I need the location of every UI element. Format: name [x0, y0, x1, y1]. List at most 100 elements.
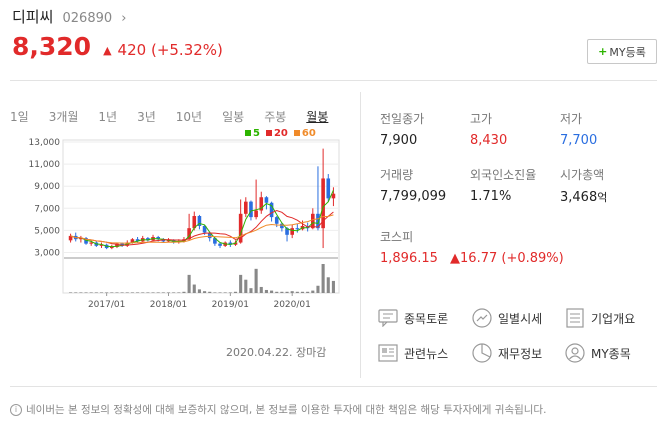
y-tick-label: 7,000: [34, 204, 60, 214]
volume-bar: [74, 292, 78, 293]
tab-2[interactable]: 1년: [98, 110, 118, 124]
volume-bar: [321, 264, 325, 293]
volume-bar: [197, 289, 201, 293]
volume-bar: [89, 292, 93, 293]
my-register-button[interactable]: + MY등록: [587, 39, 657, 64]
price-chart[interactable]: 13,000 11,000 9,000 7,000 5,000 3,000 2017/01 2…: [12, 138, 342, 318]
y-tick-label: 3,000: [34, 248, 60, 258]
index-change: 16.77: [460, 251, 498, 266]
legend-swatch: [245, 130, 251, 136]
x-tick-label: 2020/01: [273, 300, 310, 310]
volume-bar: [254, 268, 258, 293]
link-label: 일별시세: [498, 311, 543, 326]
link-discussion[interactable]: 종목토론: [378, 308, 448, 328]
volume-bar: [264, 289, 268, 293]
candle-body: [280, 223, 284, 229]
volume-bar: [306, 291, 310, 293]
stat-low: 저가 7,700: [560, 110, 597, 148]
candle-body: [192, 216, 197, 229]
volume-bar: [182, 291, 186, 293]
link-news[interactable]: 관련뉴스: [378, 343, 448, 363]
candle-body: [249, 201, 253, 218]
tab-3[interactable]: 3년: [137, 110, 156, 124]
change-percent: (+5.32%): [150, 41, 223, 59]
stat-index[interactable]: 코스피 1,896.15 ▲16.77 (+0.89%): [380, 228, 564, 266]
candle-body: [115, 243, 119, 247]
tab-5[interactable]: 일봉: [222, 110, 245, 124]
volume-bar: [125, 292, 129, 293]
y-tick-label: 11,000: [29, 160, 61, 170]
candle-body: [238, 213, 243, 243]
volume-bar: [141, 292, 145, 293]
volume-bar: [187, 274, 191, 293]
volume-bar: [156, 292, 160, 293]
volume-bar: [331, 280, 335, 293]
candle-body: [135, 239, 140, 242]
divider-vertical: [360, 92, 361, 378]
link-label: 종목토론: [404, 311, 449, 326]
candle-body: [274, 217, 279, 224]
divider-bottom: [10, 386, 657, 387]
volume-bar: [228, 292, 232, 293]
x-tick-label: 2018/01: [150, 300, 187, 310]
stock-code: 026890: [62, 11, 113, 26]
candle-body: [110, 246, 114, 249]
volume-bar: [79, 292, 83, 293]
candle-body: [311, 213, 315, 229]
volume-bar: [110, 292, 114, 293]
candle-body: [218, 243, 222, 246]
volume-bar: [295, 291, 299, 293]
candle-body: [197, 216, 202, 226]
index-label[interactable]: 코스피: [380, 230, 414, 244]
tab-6[interactable]: 주봉: [264, 110, 287, 124]
volume-bar: [326, 277, 330, 293]
tab-7[interactable]: 월봉: [306, 110, 329, 124]
link-label: 관련뉴스: [404, 346, 449, 361]
stock-header[interactable]: 디피씨 026890 ›: [12, 6, 126, 27]
stock-name[interactable]: 디피씨: [12, 8, 54, 26]
stat-prev-close: 전일종가 7,900: [380, 110, 424, 148]
volume-bar: [161, 292, 165, 293]
chevron-right-icon[interactable]: ›: [121, 11, 127, 26]
volume-bar: [203, 291, 207, 293]
index-change-pct: (+0.89%): [501, 251, 564, 266]
volume-bar: [84, 292, 88, 293]
tab-0[interactable]: 1일: [10, 110, 29, 124]
y-tick-label: 9,000: [34, 182, 60, 192]
user-icon: [565, 343, 585, 363]
disclaimer-text: 네이버는 본 정보의 정확성에 대해 보증하지 않으며, 본 정보를 이용한 투…: [26, 404, 547, 416]
volume-bar: [177, 292, 181, 293]
news-icon: [378, 343, 398, 363]
ma-60-line: [70, 214, 334, 244]
candle-body: [244, 201, 248, 214]
ma-20-line: [70, 209, 334, 246]
stat-volume: 거래량 7,799,099: [380, 166, 446, 204]
disclaimer: i 네이버는 본 정보의 정확성에 대해 보증하지 않으며, 본 정보를 이용한…: [10, 402, 546, 417]
list-icon: [565, 308, 585, 328]
legend-swatch: [293, 130, 300, 136]
candle-body: [99, 244, 104, 246]
chart-period-tabs: 1일 3개월 1년 3년 10년 일봉 주봉 월봉: [10, 108, 348, 125]
candle-body: [264, 197, 269, 203]
legend-item: 20: [265, 128, 288, 139]
stat-foreign: 외국인소진율 1.71%: [470, 166, 536, 204]
candle-body: [207, 232, 212, 239]
volume-bar: [275, 291, 279, 293]
link-financials[interactable]: 재무정보: [472, 343, 542, 363]
candle-body: [79, 238, 83, 240]
link-label: 재무정보: [498, 346, 543, 361]
legend-swatch: [265, 130, 272, 136]
candle-body: [290, 228, 294, 235]
tab-1[interactable]: 3개월: [48, 110, 79, 124]
triangle-up-icon: ▲: [103, 44, 112, 57]
tab-4[interactable]: 10년: [175, 110, 203, 124]
divider-top: [10, 80, 657, 81]
link-my-stocks[interactable]: MY종목: [565, 343, 631, 363]
y-tick-label: 5,000: [34, 226, 60, 236]
volume-bar: [99, 292, 104, 293]
plus-icon: +: [598, 45, 608, 58]
stat-label: 시가총액: [560, 168, 605, 182]
link-company-overview[interactable]: 기업개요: [565, 308, 635, 328]
change-amount: 420: [117, 41, 147, 59]
link-daily-price[interactable]: 일별시세: [472, 308, 542, 328]
